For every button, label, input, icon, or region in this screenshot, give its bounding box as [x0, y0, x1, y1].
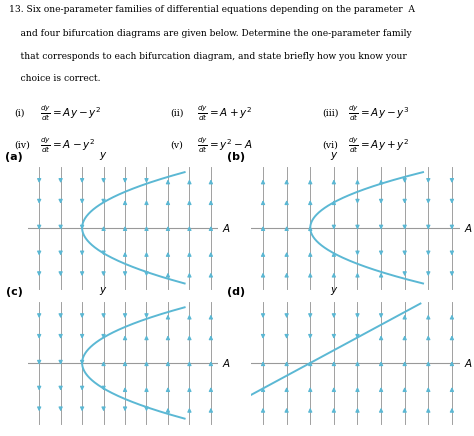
Text: $\frac{dy}{dt} = y^2 - A$: $\frac{dy}{dt} = y^2 - A$ [197, 135, 252, 155]
Text: (a): (a) [5, 152, 23, 162]
Text: (ii): (ii) [171, 109, 184, 117]
Text: $\frac{dy}{dt} = A - y^2$: $\frac{dy}{dt} = A - y^2$ [40, 135, 96, 155]
Text: (i): (i) [14, 109, 25, 117]
Text: $A$: $A$ [222, 357, 230, 369]
Text: and four bifurcation diagrams are given below. Determine the one-parameter famil: and four bifurcation diagrams are given … [9, 29, 412, 38]
Text: (iv): (iv) [14, 141, 30, 150]
Text: choice is correct.: choice is correct. [9, 74, 101, 83]
Text: $A$: $A$ [464, 357, 473, 369]
Text: $y$: $y$ [329, 285, 338, 297]
Text: $y$: $y$ [100, 285, 108, 297]
Text: $y$: $y$ [329, 150, 338, 162]
Text: $\frac{dy}{dt} = Ay - y^3$: $\frac{dy}{dt} = Ay - y^3$ [348, 103, 410, 123]
Text: $\frac{dy}{dt} = Ay - y^2$: $\frac{dy}{dt} = Ay - y^2$ [40, 103, 102, 123]
Text: $\frac{dy}{dt} = Ay + y^2$: $\frac{dy}{dt} = Ay + y^2$ [348, 135, 410, 155]
Text: $y$: $y$ [100, 150, 108, 162]
Text: 13. Six one-parameter families of differential equations depending on the parame: 13. Six one-parameter families of differ… [9, 5, 416, 14]
Text: (c): (c) [6, 287, 23, 297]
Text: (iii): (iii) [322, 109, 339, 117]
Text: (vi): (vi) [322, 141, 338, 150]
Text: $A$: $A$ [464, 222, 473, 234]
Text: (b): (b) [227, 152, 246, 162]
Text: (d): (d) [227, 287, 246, 297]
Text: $A$: $A$ [222, 222, 230, 234]
Text: that corresponds to each bifurcation diagram, and state briefly how you know you: that corresponds to each bifurcation dia… [9, 51, 407, 61]
Text: $\frac{dy}{dt} = A + y^2$: $\frac{dy}{dt} = A + y^2$ [197, 103, 252, 123]
Text: (v): (v) [171, 141, 183, 150]
